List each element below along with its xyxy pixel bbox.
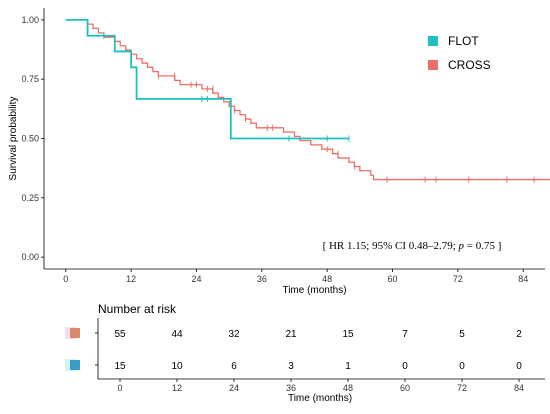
risk-cell-cross: 32 [228, 329, 240, 340]
legend-label-cross: CROSS [448, 58, 491, 72]
x-tick-label: 0 [63, 274, 68, 284]
risk-cell-cross: 44 [171, 329, 183, 340]
y-axis-label: Survival probability [8, 97, 19, 181]
risk-table-title: Number at risk [98, 302, 177, 316]
risk-x-tick-label: 72 [457, 383, 467, 393]
y-tick-label: 0.00 [21, 252, 39, 262]
group-marker-flot [70, 360, 80, 370]
risk-cell-cross: 2 [516, 329, 522, 340]
legend-swatch-cross [428, 60, 438, 70]
legend-swatch-flot [428, 36, 438, 46]
risk-cell-cross: 7 [402, 329, 408, 340]
hr-annotation: [ HR 1.15; 95% CI 0.48–2.79; p = 0.75 ] [323, 240, 502, 252]
risk-cell-flot: 10 [171, 361, 183, 372]
risk-cell-flot: 1 [345, 361, 351, 372]
risk-x-tick-label: 60 [400, 383, 410, 393]
risk-cell-cross: 5 [459, 329, 465, 340]
y-tick-label: 1.00 [21, 15, 39, 25]
risk-x-tick-label: 36 [286, 383, 296, 393]
risk-x-axis-label: Time (months) [288, 393, 352, 404]
legend-label-flot: FLOT [448, 34, 479, 48]
x-tick-label: 24 [191, 274, 201, 284]
risk-cell-flot: 0 [459, 361, 465, 372]
risk-cell-cross: 15 [342, 329, 354, 340]
km-curve-flot [65, 18, 349, 140]
x-tick-label: 36 [257, 274, 267, 284]
risk-cell-flot: 3 [288, 361, 294, 372]
risk-cell-cross: 21 [285, 329, 297, 340]
group-marker-cross [70, 328, 80, 338]
y-tick-label: 0.50 [21, 134, 39, 144]
risk-x-tick-label: 0 [117, 383, 122, 393]
risk-cell-flot: 0 [402, 361, 408, 372]
x-axis-label: Time (months) [282, 285, 346, 296]
km-plot-area: 0.00 0.25 0.50 0.75 1.00 0 12 24 36 48 60 72 84 Time … [8, 8, 550, 296]
x-tick-label: 48 [322, 274, 332, 284]
risk-x-tick-label: 24 [229, 383, 239, 393]
x-tick-label: 60 [388, 274, 398, 284]
x-tick-label: 84 [518, 274, 528, 284]
risk-x-tick-label: 84 [514, 383, 524, 393]
x-tick-label: 72 [453, 274, 463, 284]
risk-x-tick-label: 48 [343, 383, 353, 393]
risk-cell-flot: 15 [114, 361, 126, 372]
y-tick-label: 0.75 [21, 74, 39, 84]
risk-cell-flot: 0 [516, 361, 522, 372]
risk-cell-cross: 55 [114, 329, 126, 340]
risk-x-tick-label: 12 [172, 383, 182, 393]
x-tick-label: 12 [126, 274, 136, 284]
risk-cell-flot: 6 [231, 361, 237, 372]
y-tick-label: 0.25 [21, 193, 39, 203]
